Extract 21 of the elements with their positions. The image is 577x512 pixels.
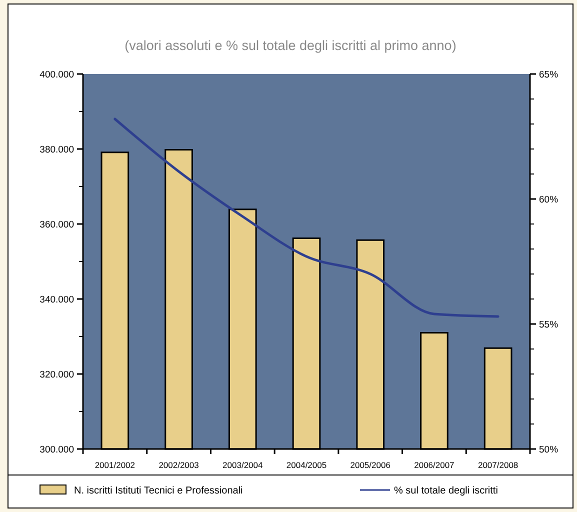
y-tick-label: 360.000 (40, 219, 74, 230)
y-tick-label: 300.000 (40, 444, 74, 456)
x-tick-label: 2004/2005 (286, 460, 327, 470)
y-tick-label: 320.000 (40, 369, 74, 380)
y2-tick-label: 55% (539, 319, 559, 330)
x-tick-label: 2001/2002 (94, 460, 136, 470)
x-tick-label: 2007/2008 (478, 460, 518, 470)
legend-label: N. iscritti Istituti Tecnici e Professionali (74, 486, 243, 496)
y-tick-label: 400.000 (40, 69, 74, 80)
y2-tick-label: 65% (539, 69, 559, 80)
y2-tick-label: 60% (539, 194, 559, 206)
x-tick-label: 2006/2007 (414, 460, 455, 470)
x-tick-label: 2002/2003 (158, 460, 200, 470)
line-series (114, 118, 500, 318)
x-tick-label: 2003/2004 (222, 460, 263, 470)
y-tick-label: 340.000 (40, 294, 74, 306)
y-tick-label: 380.000 (40, 144, 74, 156)
y2-tick-label: 50% (539, 444, 559, 456)
chart-title: (valori assoluti e % sul totale degli iscritti al primo anno) (124, 38, 456, 53)
legend-label: % sul totale degli iscritti (394, 486, 498, 496)
x-tick-label: 2005/2006 (350, 460, 391, 470)
